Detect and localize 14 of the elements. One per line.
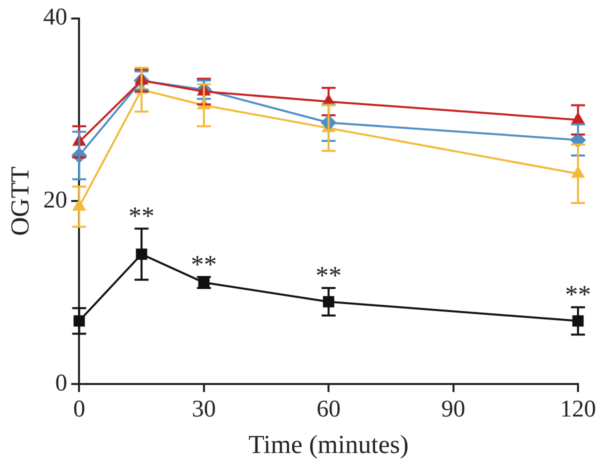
x-tick-label: 60	[316, 396, 341, 423]
x-tick-label: 120	[560, 396, 596, 423]
y-axis-title: OGTT	[5, 166, 34, 236]
annotation: **	[190, 250, 217, 279]
x-tick-label: 30	[192, 396, 216, 423]
annotation: **	[316, 260, 342, 290]
x-tick-label: 0	[73, 396, 86, 423]
y-tick-label: 20	[43, 187, 68, 214]
annotation: **	[128, 201, 155, 230]
y-tick-label: 0	[55, 370, 68, 396]
x-tick-label: 90	[441, 396, 466, 423]
x-axis-title: Time (minutes)	[248, 430, 409, 460]
annotation: **	[565, 280, 591, 310]
y-tick-label: 40	[43, 4, 68, 31]
